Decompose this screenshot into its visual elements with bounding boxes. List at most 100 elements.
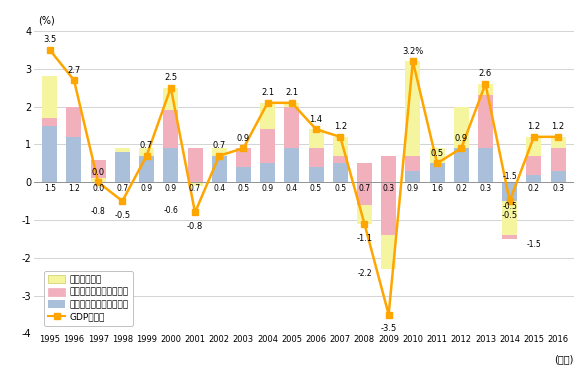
Bar [139, 148, 154, 182]
Bar [309, 148, 324, 167]
Bar [164, 110, 178, 148]
Bar [454, 106, 469, 148]
Text: 0.5: 0.5 [238, 184, 250, 193]
Text: 2.1: 2.1 [261, 88, 274, 97]
Bar [42, 125, 57, 182]
Bar [527, 156, 542, 175]
Bar [502, 182, 517, 239]
Text: 0.7: 0.7 [116, 184, 128, 193]
Bar [187, 148, 202, 182]
Text: 0.5: 0.5 [431, 149, 444, 158]
Bar [429, 148, 444, 163]
Text: 1.2: 1.2 [334, 122, 347, 131]
Text: 0.9: 0.9 [407, 184, 419, 193]
Text: 2.5: 2.5 [164, 73, 177, 82]
Bar [212, 148, 227, 156]
Bar [91, 160, 106, 182]
Text: 0.7: 0.7 [140, 141, 153, 150]
Bar [260, 129, 275, 163]
Text: -0.5: -0.5 [502, 202, 517, 211]
Bar [42, 76, 57, 125]
Bar [333, 137, 348, 156]
Bar [284, 106, 299, 148]
Text: -1.1: -1.1 [357, 233, 372, 243]
Text: (%): (%) [38, 15, 54, 25]
Bar [236, 167, 251, 182]
Text: 0.9: 0.9 [140, 184, 153, 193]
Bar [284, 148, 299, 182]
Text: 0.7: 0.7 [189, 184, 201, 193]
Text: -0.5: -0.5 [114, 211, 131, 220]
Bar [66, 106, 81, 137]
Bar [236, 148, 251, 167]
Bar [357, 163, 372, 182]
Text: 0.3: 0.3 [479, 184, 491, 193]
Bar [309, 167, 324, 182]
Bar [429, 148, 444, 182]
Bar [551, 137, 566, 148]
Text: 0.4: 0.4 [213, 184, 225, 193]
Text: 1.4: 1.4 [309, 115, 323, 124]
Text: 0.9: 0.9 [455, 134, 468, 143]
Text: 0.3: 0.3 [552, 184, 564, 193]
Text: -0.5: -0.5 [502, 211, 518, 220]
Text: -0.8: -0.8 [187, 222, 203, 231]
Text: 2.6: 2.6 [479, 69, 492, 78]
Text: 0.3: 0.3 [383, 184, 395, 193]
Bar [260, 103, 275, 129]
Text: 1.2: 1.2 [527, 122, 540, 131]
Bar [502, 201, 517, 235]
Bar [405, 171, 420, 182]
Bar [405, 61, 420, 156]
Bar [357, 163, 372, 205]
Text: -1.5: -1.5 [502, 172, 517, 181]
Text: 0.9: 0.9 [262, 184, 274, 193]
Bar [260, 163, 275, 182]
Text: 0.9: 0.9 [165, 184, 177, 193]
Bar [551, 148, 566, 171]
Text: -1.5: -1.5 [527, 240, 541, 249]
Text: -3.5: -3.5 [380, 324, 397, 333]
Bar [115, 148, 130, 182]
Bar [478, 95, 493, 148]
Bar [187, 182, 202, 186]
Bar [502, 235, 517, 239]
Bar [478, 148, 493, 182]
Bar [139, 148, 154, 156]
Bar [284, 103, 299, 106]
Bar [551, 171, 566, 182]
Text: 3.5: 3.5 [43, 35, 57, 44]
Text: -0.6: -0.6 [164, 206, 178, 215]
Bar [42, 76, 57, 118]
Text: 0.5: 0.5 [310, 184, 322, 193]
Text: 0.7: 0.7 [358, 184, 370, 193]
Text: -2.2: -2.2 [357, 269, 372, 278]
Bar [454, 106, 469, 122]
Bar [454, 122, 469, 182]
Text: 1.2: 1.2 [551, 122, 565, 131]
Text: 0.9: 0.9 [237, 134, 250, 143]
Text: -0.8: -0.8 [91, 207, 106, 216]
Text: 0.7: 0.7 [213, 141, 226, 150]
Text: (年度): (年度) [554, 354, 574, 364]
Bar [527, 137, 542, 156]
Text: 3.2%: 3.2% [402, 47, 424, 56]
Text: 1.6: 1.6 [431, 184, 443, 193]
Legend: 純輸出寄与度, 民間企業設備投賄寄与度, 家計最終消費支出寄与度, GDP成長率: 純輸出寄与度, 民間企業設備投賄寄与度, 家計最終消費支出寄与度, GDP成長率 [44, 271, 133, 326]
Bar [405, 156, 420, 171]
Bar [527, 175, 542, 182]
Bar [115, 148, 130, 152]
Text: 0.4: 0.4 [286, 184, 298, 193]
Bar [478, 84, 493, 95]
Text: 1.2: 1.2 [68, 184, 80, 193]
Bar [381, 156, 396, 235]
Bar [164, 148, 178, 182]
Bar [91, 160, 106, 182]
Text: 2.1: 2.1 [286, 88, 298, 97]
Bar [91, 179, 106, 182]
Text: 1.5: 1.5 [44, 184, 55, 193]
Bar [164, 88, 178, 110]
Bar [381, 235, 396, 269]
Text: 0.2: 0.2 [528, 184, 540, 193]
Text: 0.0: 0.0 [92, 184, 104, 193]
